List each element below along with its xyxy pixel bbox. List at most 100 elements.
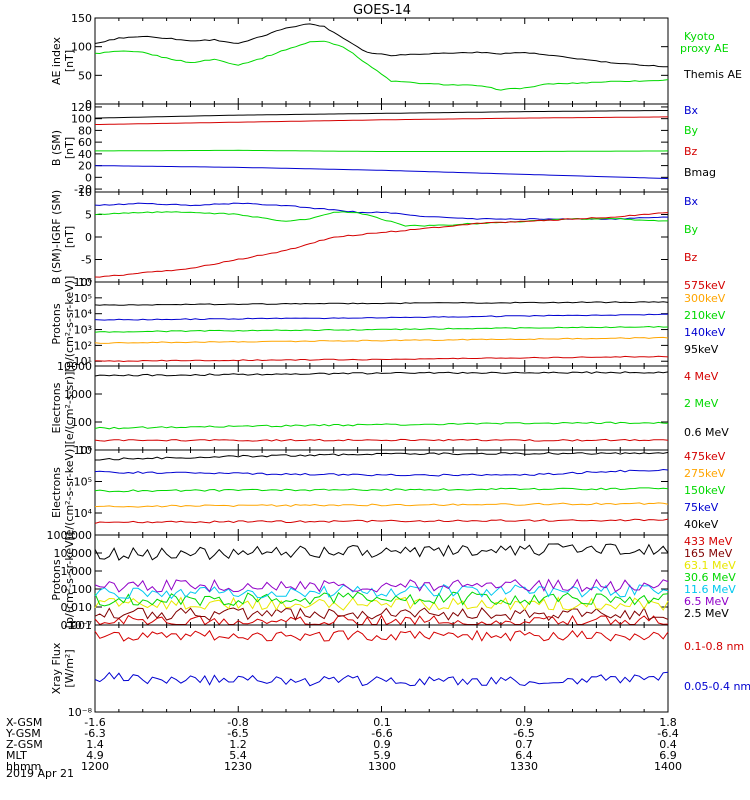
ephemeris-value: 1230 — [224, 760, 252, 773]
legend-210kev: 210keV — [684, 309, 726, 322]
ephemeris-label: X-GSM — [6, 716, 42, 729]
series-line-6-5-mev — [94, 578, 669, 593]
series-line-0-05-0-4-nm — [94, 671, 669, 687]
series-line-140kev — [94, 313, 669, 321]
ephemeris-label: MLT — [6, 749, 27, 762]
panel-3: -10 -5 0 5 10 B (SM)-IGRF (SM) [nT] Bx By Bz — [50, 186, 699, 289]
y-tick-label: 10⁶ — [74, 276, 93, 289]
y-tick-label: 100 — [71, 113, 92, 126]
ephemeris-value: -0.8 — [227, 716, 248, 729]
y-tick-label: 0.001 — [61, 619, 93, 632]
ephemeris-label: hhmm — [6, 760, 41, 773]
ephemeris-value: 1.2 — [229, 738, 247, 751]
legend-165-mev: 165 MeV — [684, 547, 733, 560]
y-tick-label: 20 — [78, 160, 92, 173]
legend-11-6-mev: 11.6 MeV — [684, 583, 736, 596]
legend-2-5-mev: 2.5 MeV — [684, 607, 729, 620]
y-axis-label: B (SM)-IGRF (SM) — [50, 190, 63, 284]
legend-4-mev: 4 MeV — [684, 370, 719, 383]
legend-95kev: 95keV — [684, 343, 719, 356]
legend-433-mev: 433 MeV — [684, 535, 733, 548]
y-tick-label: -10 — [74, 276, 92, 289]
y-tick-label: 10⁴ — [74, 507, 93, 520]
ephemeris-value: -6.5 — [227, 727, 248, 740]
legend-bmag: Bmag — [684, 166, 716, 179]
y-axis-label: [p/(cm²-s-sr-keV)] — [63, 532, 76, 629]
y-tick-label: 5 — [85, 209, 92, 222]
y-tick-label: 0 — [85, 231, 92, 244]
panel-7: 0.001 0.010 0.100 1.000 10.000 100.000 Protons… — [47, 529, 737, 632]
y-axis-label: [W/m²] — [63, 649, 76, 687]
y-tick-label: -5 — [81, 254, 92, 267]
y-tick-label: 60 — [78, 136, 92, 149]
series-line-433-mev — [94, 614, 669, 626]
ephemeris-value: -6.5 — [513, 727, 534, 740]
figure-title: GOES-14 — [353, 3, 411, 18]
series-line-bx — [94, 165, 669, 179]
ephemeris-value: 1.8 — [659, 716, 677, 729]
ephemeris-value: 5.9 — [373, 749, 391, 762]
legend-475kev: 475keV — [684, 450, 726, 463]
y-tick-label: 10² — [74, 339, 92, 352]
series-line-95kev — [94, 301, 669, 306]
y-axis-label: [e/(cm²-s-sr-keV)] — [63, 444, 76, 540]
series-line-63-1-mev — [94, 596, 669, 611]
series-line-575kev — [94, 355, 669, 363]
y-tick-label: 120 — [71, 101, 92, 114]
series-line-themis-ae — [94, 23, 669, 68]
y-tick-label: 100 — [71, 416, 92, 429]
series-line-0-1-0-8-nm — [94, 629, 669, 642]
series-line-165-mev — [94, 606, 669, 622]
series-line-kyoto-proxy-ae — [94, 40, 669, 91]
ephemeris-value: 1400 — [654, 760, 682, 773]
legend-themis-ae: Themis AE — [683, 68, 742, 81]
y-axis-label: [p/(cm²-s-sr-keV)] — [63, 276, 76, 373]
legend-140kev: 140keV — [684, 326, 726, 339]
legend-bz: Bz — [684, 145, 698, 158]
y-tick-label: 100 — [71, 41, 92, 54]
legend-kyoto-line2: proxy AE — [680, 42, 729, 55]
legend-575kev: 575keV — [684, 279, 726, 292]
ephemeris-value: 5.4 — [229, 749, 247, 762]
series-line-by — [95, 149, 669, 152]
series-line-150kev — [94, 487, 669, 493]
y-tick-label: 0.010 — [61, 601, 93, 614]
y-tick-label: 10 — [78, 186, 92, 199]
series-line-0-6-mev — [94, 371, 669, 377]
series-line-bz — [95, 116, 668, 125]
y-tick-label: -20 — [74, 183, 92, 196]
series-line-bmag — [94, 110, 668, 119]
ephemeris-table: X-GSM -1.6 -0.8 0.1 0.9 1.8 Y-GSM -6.3 -6.5 -6.6 -… — [5, 716, 682, 773]
ephemeris-value: 6.9 — [659, 749, 677, 762]
y-tick-label: 0.100 — [61, 583, 93, 596]
y-axis-label: Protons — [50, 559, 63, 600]
ephemeris-value: -1.6 — [84, 716, 105, 729]
ephemeris-label: Z-GSM — [6, 738, 43, 751]
series-line-bx — [94, 202, 669, 221]
series-line-40kev — [95, 451, 669, 461]
y-tick-label: 80 — [78, 124, 92, 137]
ephemeris-value: 4.9 — [86, 749, 104, 762]
ephemeris-value: 0.7 — [515, 738, 533, 751]
legend-275kev: 275keV — [684, 467, 726, 480]
panel-frame — [94, 449, 669, 536]
y-tick-label: 10 — [78, 444, 92, 457]
panel-5: 10 100 1000 10000 Electrons [e/(cm²-s-sr)] 4 M… — [50, 360, 729, 457]
series-line-2-5-mev — [94, 543, 669, 561]
ephemeris-value: 0.4 — [659, 738, 677, 751]
series-line-30-6-mev — [94, 591, 669, 607]
date-label: 2019 Apr 21 — [6, 767, 74, 780]
panel-1: 0 50 100 150 AE index [nT] Kyoto proxy AE Themis… — [50, 12, 742, 111]
legend-0-05-0-4-nm: 0.05-0.4 nm — [684, 680, 750, 693]
series-line-bz — [94, 212, 669, 278]
legend-by: By — [684, 223, 699, 236]
panel-4: 10¹ 10² 10³ 10⁴ 10⁵ 10⁶ Protons [p/(cm²-s-sr-ke… — [50, 276, 726, 373]
series-line-475kev — [94, 518, 669, 524]
series-line-11-6-mev — [94, 583, 669, 600]
panel-frame — [94, 365, 669, 451]
ephemeris-value: 0.9 — [515, 716, 533, 729]
y-axis-label: [nT] — [63, 226, 76, 248]
legend-40kev: 40keV — [684, 518, 719, 531]
ephemeris-label: Y-GSM — [5, 727, 41, 740]
